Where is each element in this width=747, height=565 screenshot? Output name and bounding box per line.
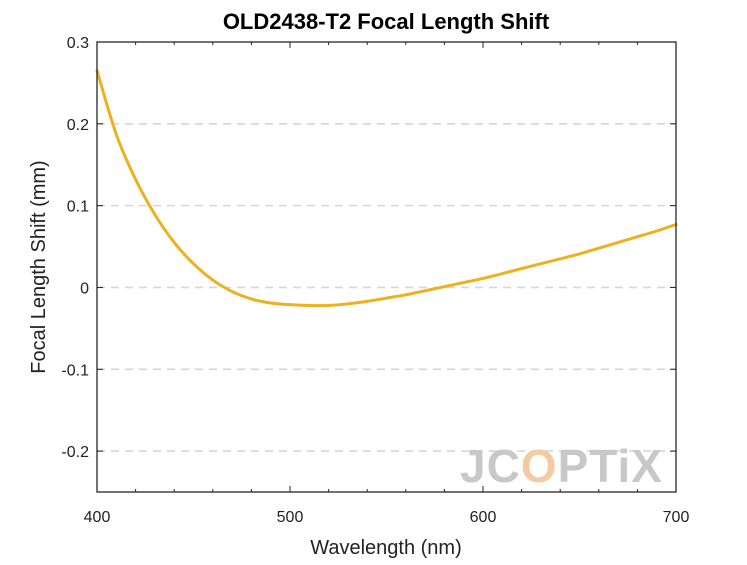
- series-group: [95, 69, 678, 308]
- x-axis-label: Wavelength (nm): [310, 537, 462, 559]
- x-tick-label: 700: [663, 509, 690, 526]
- plot-background: [97, 42, 676, 492]
- chart-title: OLD2438-T2 Focal Length Shift: [223, 9, 550, 34]
- plot-frame: [96, 41, 677, 493]
- watermark-part-c: PTiX: [558, 440, 663, 492]
- watermark-logo: JCOPTiX: [460, 440, 663, 492]
- series-line-focal-shift: [95, 69, 678, 308]
- y-axis-label: Focal Length Shift (mm): [28, 160, 50, 373]
- y-tick-label: 0.1: [67, 199, 89, 216]
- x-tick-label: 600: [470, 509, 497, 526]
- x-tick-label: 500: [277, 509, 304, 526]
- watermark-part-b: O: [521, 440, 558, 492]
- x-tick-label: 400: [84, 509, 111, 526]
- y-tick-label: 0: [80, 280, 89, 297]
- y-tick-label: -0.2: [61, 444, 89, 461]
- tick-labels: -0.2 -0.1 0 0.1 0.2 0.3 400 500 600 700: [61, 35, 689, 526]
- y-tick-label: 0.2: [67, 117, 89, 134]
- y-tick-label: 0.3: [67, 35, 89, 52]
- watermark-part-a: JC: [460, 440, 521, 492]
- grid-lines: [97, 123, 676, 452]
- y-tick-label: -0.1: [61, 362, 89, 379]
